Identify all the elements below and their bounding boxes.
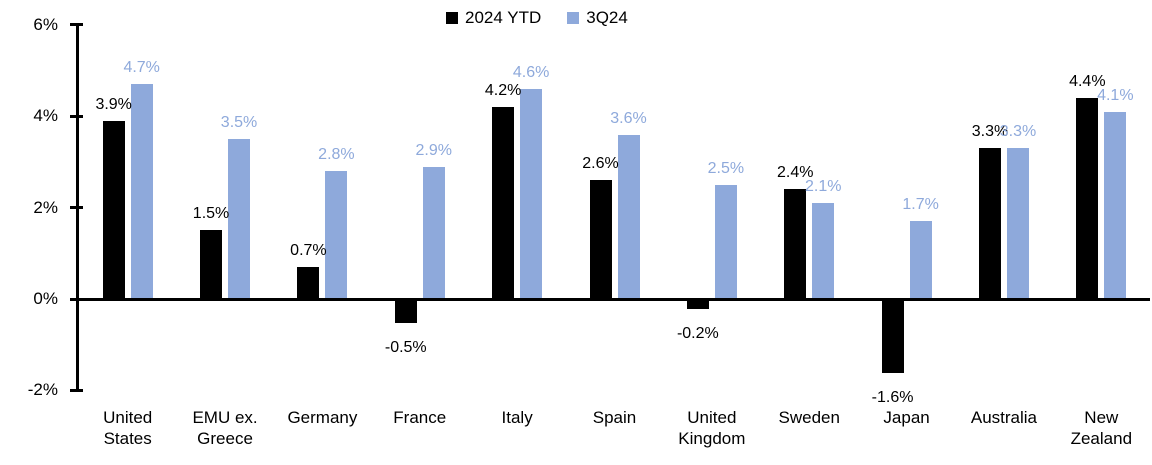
bar-value-label-2024-ytd-france: -0.5% xyxy=(384,338,427,356)
bar-2024-ytd-sweden xyxy=(784,189,807,299)
bar-3q24-japan xyxy=(909,221,932,299)
bar-3q24-sweden xyxy=(812,203,835,299)
bar-3q24-united-kingdom xyxy=(714,184,737,299)
x-axis-zero-line xyxy=(76,298,1150,301)
bar-value-label-2024-ytd-italy: 4.2% xyxy=(484,82,522,100)
bar-2024-ytd-australia xyxy=(978,148,1001,299)
bar-3q24-united-states xyxy=(130,84,153,299)
bar-value-label-3q24-france: 2.9% xyxy=(415,141,452,159)
bar-2024-ytd-france xyxy=(394,300,417,323)
legend-swatch-blue-icon xyxy=(567,12,580,24)
category-label-spain: Spain xyxy=(592,408,637,427)
bar-value-label-3q24-italy: 4.6% xyxy=(512,63,550,81)
bar-value-label-3q24-japan: 1.7% xyxy=(902,196,939,214)
bar-value-label-2024-ytd-united-states: 3.9% xyxy=(95,95,132,113)
category-label-united-states: United States xyxy=(103,408,153,448)
y-axis-tick-mark xyxy=(70,114,83,118)
category-label-australia: Australia xyxy=(970,408,1038,427)
category-label-new-zealand: New Zealand xyxy=(1070,408,1133,448)
y-axis-tick-label: 4% xyxy=(33,106,58,126)
bar-3q24-new-zealand xyxy=(1104,111,1127,299)
bar-2024-ytd-italy xyxy=(492,107,515,299)
bar-3q24-italy xyxy=(520,88,543,299)
bar-value-label-2024-ytd-united-kingdom: -0.2% xyxy=(676,325,719,343)
category-label-italy: Italy xyxy=(501,408,533,427)
y-axis-tick-mark xyxy=(70,388,83,392)
y-axis-tick-mark xyxy=(70,23,83,27)
bar-3q24-australia xyxy=(1006,148,1029,299)
legend-swatch-black-icon xyxy=(446,12,458,24)
bar-value-label-3q24-sweden: 2.1% xyxy=(804,178,842,196)
y-axis-tick-label: 0% xyxy=(33,289,58,308)
bar-2024-ytd-emu-ex-greece xyxy=(200,230,223,299)
bar-3q24-spain xyxy=(617,134,640,299)
bar-value-label-2024-ytd-australia: 3.3% xyxy=(971,123,1009,141)
legend-item-2024-ytd: 2024 YTD xyxy=(446,8,541,28)
bar-value-label-3q24-united-states: 4.7% xyxy=(123,59,160,77)
bar-2024-ytd-new-zealand xyxy=(1076,98,1099,299)
bar-value-label-3q24-new-zealand: 4.1% xyxy=(1097,86,1134,104)
bar-value-label-2024-ytd-spain: 2.6% xyxy=(582,155,619,173)
category-label-japan: Japan xyxy=(883,408,930,427)
bar-value-label-3q24-australia: 3.3% xyxy=(999,123,1037,141)
y-axis-tick-label: -2% xyxy=(27,380,58,400)
bar-value-label-3q24-united-kingdom: 2.5% xyxy=(707,159,745,177)
category-label-emu-ex-greece: EMU ex. Greece xyxy=(192,408,258,448)
bar-value-label-2024-ytd-sweden: 2.4% xyxy=(776,164,814,182)
y-axis-tick-mark xyxy=(70,297,83,301)
bar-value-label-3q24-emu-ex-greece: 3.5% xyxy=(220,114,258,132)
legend-item-3q24: 3Q24 xyxy=(567,8,628,28)
bar-2024-ytd-united-kingdom xyxy=(686,300,709,310)
bar-value-label-3q24-germany: 2.8% xyxy=(318,146,355,164)
bar-3q24-emu-ex-greece xyxy=(228,139,251,299)
bar-value-label-3q24-spain: 3.6% xyxy=(610,109,647,127)
bar-3q24-france xyxy=(422,166,445,299)
y-axis-tick-mark xyxy=(70,206,83,210)
bar-3q24-germany xyxy=(325,171,348,299)
bar-2024-ytd-united-states xyxy=(102,120,125,299)
category-label-france: France xyxy=(393,408,447,427)
bar-value-label-2024-ytd-new-zealand: 4.4% xyxy=(1069,73,1106,91)
bar-value-label-2024-ytd-germany: 0.7% xyxy=(290,242,327,260)
chart-legend: 2024 YTD 3Q24 xyxy=(446,8,628,28)
bar-2024-ytd-spain xyxy=(589,180,612,299)
legend-label-3q24: 3Q24 xyxy=(586,8,628,27)
bar-2024-ytd-germany xyxy=(297,267,320,299)
bar-value-label-2024-ytd-japan: -1.6% xyxy=(871,389,914,407)
y-axis-tick-label: 2% xyxy=(33,197,58,217)
category-label-germany: Germany xyxy=(287,408,358,427)
category-label-united-kingdom: United Kingdom xyxy=(678,408,746,448)
bar-2024-ytd-japan xyxy=(881,300,904,374)
legend-label-2024-ytd: 2024 YTD xyxy=(465,8,542,27)
category-label-sweden: Sweden xyxy=(778,408,840,427)
y-axis-tick-label: 6% xyxy=(33,14,58,34)
bar-value-label-2024-ytd-emu-ex-greece: 1.5% xyxy=(192,205,230,223)
